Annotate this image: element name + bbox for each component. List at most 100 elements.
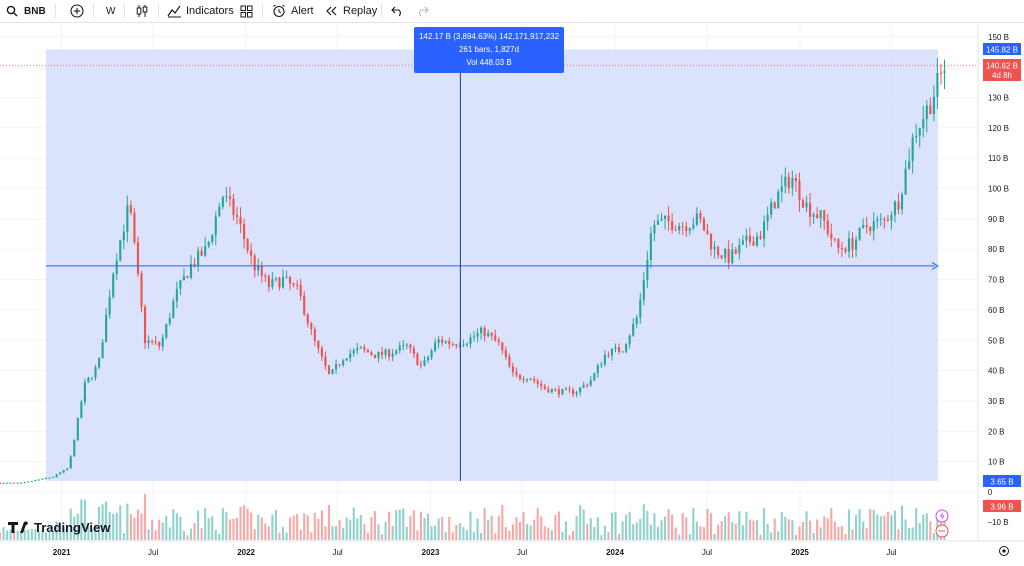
flash-icon[interactable] [935,509,949,523]
volume-bar [133,517,136,540]
candle-body [572,389,575,395]
volume-bar [798,526,801,540]
volume-bar [925,513,928,540]
volume-bar [90,529,94,540]
candle-body [663,215,667,219]
candle-body [324,356,327,366]
candle-body [791,178,794,189]
measure-arrow-icon [931,261,939,270]
volume-bar [572,530,575,540]
volume-bar [805,511,808,540]
volume-bar [755,519,759,540]
candle-body [554,389,557,391]
volume-bar [158,519,161,540]
volume-bar [699,526,702,540]
candle-body [384,349,387,356]
volume-bar [186,535,189,540]
candle-body [133,212,136,243]
layouts-button[interactable] [240,0,253,23]
replay-button[interactable]: Replay [325,0,377,23]
candle-body [678,226,681,231]
volume-bar [794,535,797,540]
volume-bar [695,521,698,540]
chart-type-button[interactable] [135,0,149,23]
volume-bar [334,525,338,540]
candle-body [327,365,331,374]
volume-bar [656,526,660,540]
volume-bar [893,510,897,540]
candle-body [458,345,461,347]
candle-body [854,239,858,250]
compare-symbol-button[interactable] [70,0,84,23]
volume-bar [225,511,228,540]
undo-button[interactable] [391,0,404,23]
volume-bar [423,517,426,540]
volume-bar [557,511,560,540]
candle-body [158,342,161,347]
price-tick-label: 40 B [988,367,1004,376]
volume-bar [501,505,504,540]
volume-bar [702,527,706,540]
volume-current-label: 3.96 B [983,500,1021,512]
time-tick-label: 2025 [791,548,809,557]
candle-body [819,210,822,219]
volume-bar [278,532,281,540]
candle-body [748,235,751,242]
candle-body [250,250,253,256]
volume-bar [472,532,476,540]
price-chart[interactable]: 142.17 B (3,894.63%) 142,171,917,232 261… [0,24,1024,566]
settings-icon[interactable] [999,546,1009,556]
candle-body [713,246,716,250]
candle-body [561,389,564,395]
candle-body [186,276,189,278]
alert-button[interactable]: Alert [272,0,314,23]
volume-bar [642,504,645,540]
volume-bar [232,518,235,540]
interval-button[interactable]: W [106,0,115,23]
candle-body [204,246,207,256]
candle-body [55,474,58,477]
volume-bar [27,529,30,540]
volume-bar [847,509,851,540]
candle-body [763,221,766,239]
volume-bar [274,509,277,540]
volume-bar [653,513,656,540]
candle-body [564,388,568,390]
candle-body [451,343,454,345]
volume-bar [324,526,327,540]
symbol-search-button[interactable]: BNB [6,0,46,23]
volume-bar [660,520,663,540]
volume-bar [303,513,306,540]
candle-body [511,366,514,372]
volume-bar [692,508,695,540]
volume-bar [62,526,65,540]
candle-body [0,482,2,484]
volume-bar [115,512,118,540]
volume-bar [97,506,101,540]
volume-bar [851,529,854,540]
candle-body [596,365,599,374]
candle-body [816,214,819,219]
volume-bar [816,519,819,540]
toolbar-divider [93,4,94,18]
volume-bar [327,505,331,540]
candle-body [872,221,875,232]
indicators-button[interactable]: Indicators [167,0,234,23]
candle-body [755,236,759,246]
candle-body [76,417,79,440]
candle-body [490,333,493,336]
candle-body [41,478,44,480]
candle-body [426,357,430,361]
volume-bar [579,505,582,540]
price-tick-label: 70 B [988,276,1004,285]
candle-body [833,238,836,240]
time-axis[interactable]: 2021 Jul 2022 Jul 2023 Jul 2024 Jul 2025 Jul [0,540,1024,557]
redo-button[interactable] [416,0,429,23]
volume-bar [448,516,451,540]
earnings-icon[interactable] [935,524,949,538]
candle-body [784,176,787,187]
candle-body [858,227,861,240]
volume-bar [52,531,55,540]
volume-bar [480,532,483,540]
